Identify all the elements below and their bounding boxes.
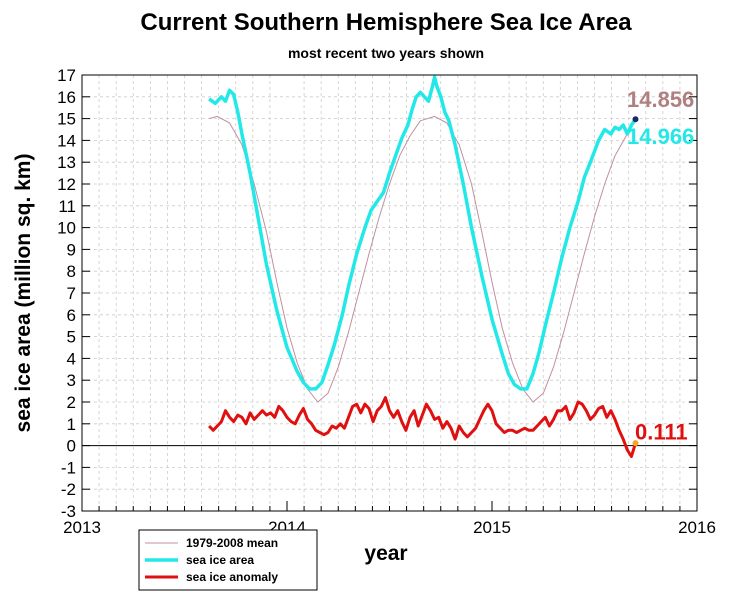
x-axis-title: year: [364, 542, 407, 565]
y-tick-label: 10: [57, 219, 76, 238]
y-tick-label: 17: [57, 66, 76, 85]
sea-ice-anomaly-line: [208, 396, 637, 458]
legend: 1979-2008 mean sea ice area sea ice anom…: [138, 529, 318, 591]
mean-line: [208, 115, 636, 403]
y-tick-label: 4: [67, 349, 76, 368]
y-tick-label: 9: [67, 240, 76, 259]
chart-subtitle: most recent two years shown: [288, 45, 484, 61]
y-tick-label: -2: [61, 480, 76, 499]
area-end-label: 14.966: [627, 124, 694, 149]
y-tick-label: -1: [61, 458, 76, 477]
y-tick-label: 3: [67, 371, 76, 390]
y-tick-label: -3: [61, 502, 76, 521]
mean-end-label: 14.856: [627, 87, 694, 112]
legend-label-mean: 1979-2008 mean: [186, 536, 278, 550]
x-tick-label: 2015: [473, 518, 511, 537]
legend-label-area: sea ice area: [186, 553, 254, 567]
end-labels: 14.856 14.966 0.111: [627, 87, 694, 447]
y-tick-label: 5: [67, 328, 76, 347]
grid: [82, 74, 697, 512]
legend-label-anomaly: sea ice anomaly: [186, 570, 278, 584]
y-tick-label: 8: [67, 262, 76, 281]
y-tick-label: 16: [57, 88, 76, 107]
x-tick-label: 2013: [63, 518, 101, 537]
y-tick-label: 7: [67, 284, 76, 303]
anomaly-end-marker: [632, 440, 639, 447]
series-layer: [208, 75, 637, 458]
sea-ice-area-line: [208, 75, 637, 391]
y-tick-label: 6: [67, 306, 76, 325]
y-tick-label: 14: [57, 131, 76, 150]
ticks: [81, 74, 698, 512]
area-end-marker: [632, 116, 639, 123]
y-axis-title: sea ice area (million sq. km): [12, 154, 35, 433]
y-tick-label: 2: [67, 393, 76, 412]
y-tick-label: 0: [67, 437, 76, 456]
x-tick-label: 2016: [678, 518, 716, 537]
y-tick-label: 13: [57, 153, 76, 172]
y-tick-label: 12: [57, 175, 76, 194]
anomaly-end-label: 0.111: [635, 419, 688, 444]
y-tick-label: 11: [58, 197, 76, 216]
y-tick-label: 1: [67, 415, 76, 434]
chart-title: Current Southern Hemisphere Sea Ice Area: [140, 9, 632, 36]
y-tick-label: 15: [57, 110, 76, 129]
